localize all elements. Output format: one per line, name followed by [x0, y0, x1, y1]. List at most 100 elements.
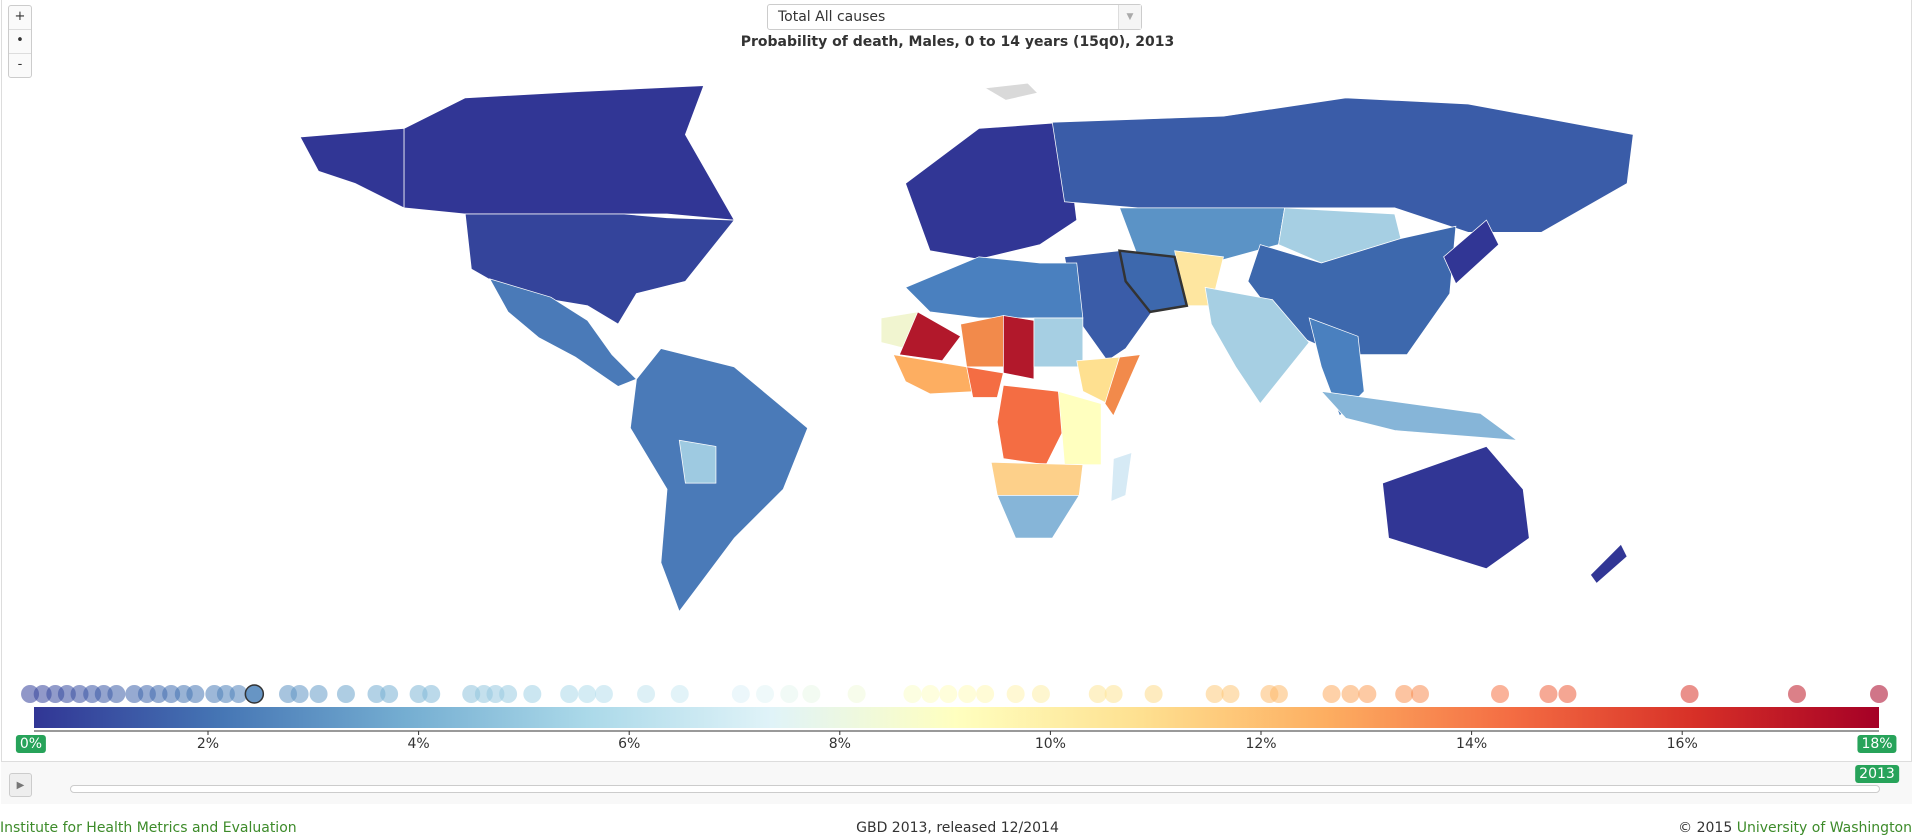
country-dot[interactable] [149, 685, 168, 703]
university-link[interactable]: University of Washington [1736, 820, 1912, 836]
region-southern-africa[interactable] [996, 494, 1080, 539]
country-dot[interactable] [802, 685, 821, 703]
region-bolivia[interactable] [678, 439, 717, 484]
country-dot[interactable] [731, 685, 750, 703]
country-dot[interactable] [162, 685, 181, 703]
region-alaska[interactable] [299, 128, 405, 209]
zoom-reset-button[interactable]: • [9, 30, 31, 54]
country-dot[interactable] [594, 685, 613, 703]
cause-select[interactable]: Total All causes ▼ [767, 4, 1142, 30]
region-chad[interactable] [1002, 315, 1035, 380]
country-dot[interactable] [1341, 685, 1360, 703]
country-dot[interactable] [33, 685, 52, 703]
region-sudan[interactable] [1033, 317, 1084, 368]
region-somalia[interactable] [1104, 354, 1141, 417]
country-dot[interactable] [560, 685, 579, 703]
country-dot[interactable] [499, 685, 518, 703]
country-dot[interactable] [94, 685, 113, 703]
region-australia[interactable] [1382, 445, 1530, 570]
country-dot[interactable] [380, 685, 399, 703]
country-dot[interactable] [958, 685, 977, 703]
country-dot[interactable] [1395, 685, 1414, 703]
region-madagascar[interactable] [1110, 451, 1133, 503]
region-mali[interactable] [898, 311, 962, 362]
region-canada[interactable] [403, 85, 735, 221]
footer-copyright: © 2015 University of Washington [1678, 820, 1912, 836]
country-dot[interactable] [1144, 685, 1163, 703]
country-dot[interactable] [1006, 685, 1025, 703]
country-dot[interactable] [578, 685, 597, 703]
country-dot[interactable] [1088, 685, 1107, 703]
country-dot[interactable] [290, 685, 309, 703]
region-east-africa[interactable] [1057, 390, 1102, 466]
region-south-america[interactable] [629, 348, 809, 613]
country-dot[interactable] [21, 685, 40, 703]
region-india[interactable] [1204, 286, 1310, 405]
range-min-handle[interactable]: 0% [15, 735, 47, 753]
country-dot[interactable] [462, 685, 481, 703]
zoom-out-button[interactable]: - [17, 57, 23, 72]
region-mexico[interactable] [488, 278, 638, 387]
country-dot[interactable] [921, 685, 940, 703]
country-dot[interactable] [1411, 685, 1430, 703]
country-dot[interactable] [1539, 685, 1558, 703]
region-greenland[interactable] [983, 82, 1039, 101]
country-dot[interactable] [847, 685, 866, 703]
country-dot[interactable] [186, 685, 205, 703]
country-dot[interactable] [107, 685, 126, 703]
region-kazakhstan[interactable] [1119, 207, 1286, 264]
region-iran-selected[interactable] [1118, 249, 1189, 314]
region-japan[interactable] [1443, 219, 1500, 285]
country-dot[interactable] [70, 685, 89, 703]
zoom-in-button[interactable]: + [9, 6, 31, 30]
country-dot[interactable] [976, 685, 995, 703]
country-dot[interactable] [903, 685, 922, 703]
region-niger[interactable] [960, 315, 1010, 368]
country-dot[interactable] [637, 685, 656, 703]
country-dot[interactable] [523, 685, 542, 703]
country-dot[interactable] [57, 685, 76, 703]
selected-country-dot[interactable] [244, 684, 265, 704]
country-dot[interactable] [1358, 685, 1377, 703]
country-dot[interactable] [939, 685, 958, 703]
country-dot[interactable] [1491, 685, 1510, 703]
country-dot[interactable] [1031, 685, 1050, 703]
range-max-handle[interactable]: 18% [1857, 735, 1897, 753]
country-dot[interactable] [756, 685, 775, 703]
country-dot[interactable] [336, 685, 355, 703]
country-dot[interactable] [367, 685, 386, 703]
chevron-down-icon[interactable]: ▼ [1118, 5, 1141, 29]
footer-ihme-link[interactable]: Institute for Health Metrics and Evaluat… [0, 820, 297, 836]
region-europe[interactable] [905, 121, 1078, 260]
region-new-zealand[interactable] [1589, 543, 1628, 584]
country-dot[interactable] [1787, 685, 1806, 703]
country-dot[interactable] [125, 685, 144, 703]
country-dot[interactable] [1558, 685, 1577, 703]
country-dot[interactable] [216, 685, 235, 703]
country-dot[interactable] [670, 685, 689, 703]
country-dot[interactable] [229, 685, 248, 703]
country-dot[interactable] [486, 685, 505, 703]
country-dot[interactable] [1680, 685, 1699, 703]
country-dot[interactable] [1269, 685, 1288, 703]
year-slider-handle[interactable]: 2013 [1855, 765, 1899, 783]
country-dot[interactable] [309, 685, 328, 703]
color-legend [21, 684, 1888, 735]
country-dot[interactable] [422, 685, 441, 703]
year-slider-track[interactable] [70, 785, 1880, 793]
region-west-africa[interactable] [892, 354, 980, 395]
country-dot[interactable] [780, 685, 799, 703]
country-dot[interactable] [1322, 685, 1341, 703]
region-central-africa[interactable] [996, 384, 1065, 466]
region-nigeria[interactable] [966, 366, 1004, 398]
region-indonesia[interactable] [1320, 390, 1519, 441]
country-dot[interactable] [1221, 685, 1240, 703]
region-north-africa[interactable] [904, 256, 1084, 319]
play-icon[interactable]: ▶ [9, 773, 32, 797]
country-dot[interactable] [1205, 685, 1224, 703]
country-dot[interactable] [1870, 685, 1888, 703]
country-dot[interactable] [409, 685, 428, 703]
country-dot[interactable] [1104, 685, 1123, 703]
region-southern-africa-north[interactable] [990, 461, 1084, 496]
